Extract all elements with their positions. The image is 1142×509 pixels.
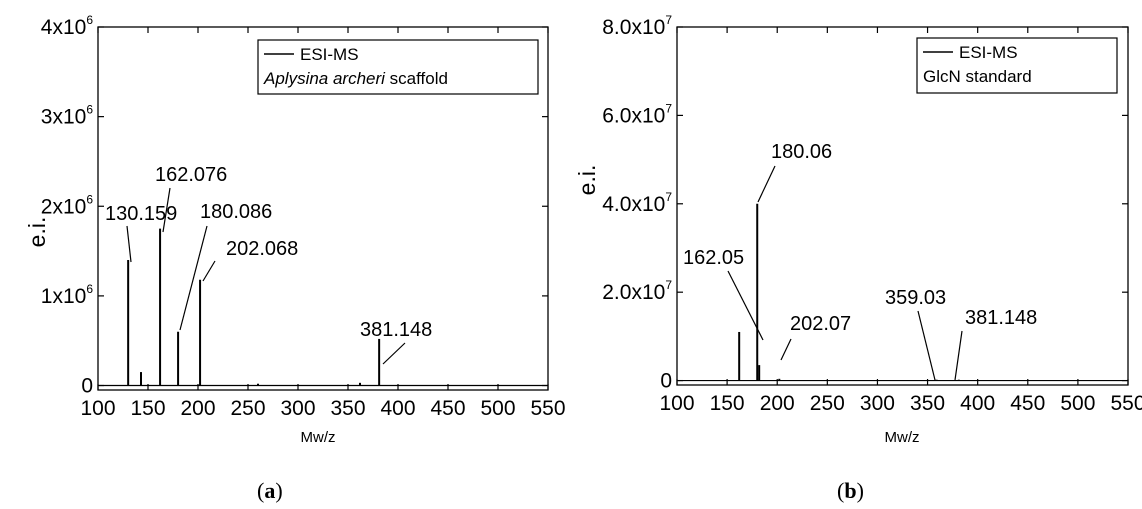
peak-label: 202.07 — [790, 313, 851, 335]
x-tick-label: 200 — [180, 397, 215, 420]
peak-leader-line — [917, 310, 936, 381]
peak-leader-line — [382, 342, 406, 365]
peak-leader-line — [179, 225, 208, 331]
legend-box — [916, 37, 1118, 94]
legend: ESI-MS GlcN standard — [916, 37, 1118, 94]
peak-label: 359.03 — [885, 287, 946, 309]
x-tick-label: 450 — [1010, 392, 1045, 415]
legend-sample-label: Aplysina archeri scaffold — [263, 69, 448, 88]
x-tick-label: 300 — [860, 392, 895, 415]
caption-a: (a) — [257, 478, 283, 503]
y-tick-label: 4x106 — [41, 13, 94, 39]
x-tick-label: 500 — [1060, 392, 1095, 415]
x-tick-label: 400 — [960, 392, 995, 415]
legend-sample-label: GlcN standard — [923, 67, 1032, 86]
plot-frame — [97, 26, 549, 391]
x-tick-label: 100 — [80, 397, 115, 420]
peak-label: 180.086 — [200, 201, 272, 223]
peak-label: 162.076 — [155, 164, 227, 186]
legend-series-label: ESI-MS — [959, 43, 1018, 62]
x-tick-label: 500 — [480, 397, 515, 420]
x-tick-label: 550 — [1110, 392, 1142, 415]
x-tick-label: 350 — [330, 397, 365, 420]
y-tick-label: 2.0x107 — [602, 278, 672, 304]
y-tick-label: 4.0x107 — [602, 190, 672, 216]
x-tick-label: 300 — [280, 397, 315, 420]
x-tick-label: 350 — [910, 392, 945, 415]
chart-panel-b: 100 150 200 250 300 350 400 450 500 550 0 2.0x107 4.… — [574, 13, 1142, 446]
x-axis-title: Mw/z — [301, 429, 336, 446]
peak-label: 202.068 — [226, 238, 298, 260]
x-tick-label: 400 — [380, 397, 415, 420]
caption-a-letter: a — [264, 478, 276, 503]
y-tick-label: 3x106 — [41, 103, 94, 129]
peak-leader-line — [126, 225, 132, 263]
x-tick-label: 100 — [659, 392, 694, 415]
peak-leader-line — [757, 165, 776, 203]
legend: ESI-MS Aplysina archeri scaffold — [257, 39, 539, 95]
peak-leader-line — [202, 260, 216, 282]
x-tick-label: 250 — [230, 397, 265, 420]
peak-label: 162.05 — [683, 247, 744, 269]
peak-leader-line — [954, 330, 963, 381]
legend-box — [257, 39, 539, 95]
peak-label: 381.148 — [360, 319, 432, 341]
y-tick-label: 0 — [81, 375, 93, 398]
y-tick-label: 2x106 — [41, 192, 94, 218]
x-tick-label: 150 — [130, 397, 165, 420]
y-tick-label: 8.0x107 — [602, 13, 672, 39]
y-tick-label: 6.0x107 — [602, 101, 672, 127]
peak-label: 180.06 — [771, 141, 832, 163]
chart-panel-a: 100 150 200 250 300 350 400 450 500 550 0 1x106 2x10… — [24, 13, 566, 446]
legend-series-label: ESI-MS — [300, 45, 359, 64]
x-tick-label: 250 — [810, 392, 845, 415]
plot-frame — [676, 26, 1129, 386]
x-tick-label: 150 — [710, 392, 745, 415]
peak-leader-line — [162, 187, 171, 233]
x-tick-label: 200 — [760, 392, 795, 415]
caption-b: (b) — [837, 478, 864, 503]
y-axis-title: e.i. — [574, 165, 600, 196]
peak-leader-line — [780, 338, 792, 361]
x-tick-label: 450 — [430, 397, 465, 420]
y-tick-label: 1x106 — [41, 282, 94, 308]
peak-label: 381.148 — [965, 307, 1037, 329]
x-tick-label: 550 — [530, 397, 565, 420]
y-axis-title: e.i. — [24, 217, 50, 248]
x-axis-title: Mw/z — [885, 429, 920, 446]
peak-label: 130.159 — [105, 203, 177, 225]
caption-b-letter: b — [844, 478, 857, 503]
y-tick-label: 0 — [660, 370, 672, 393]
peak-leader-line — [727, 270, 764, 341]
